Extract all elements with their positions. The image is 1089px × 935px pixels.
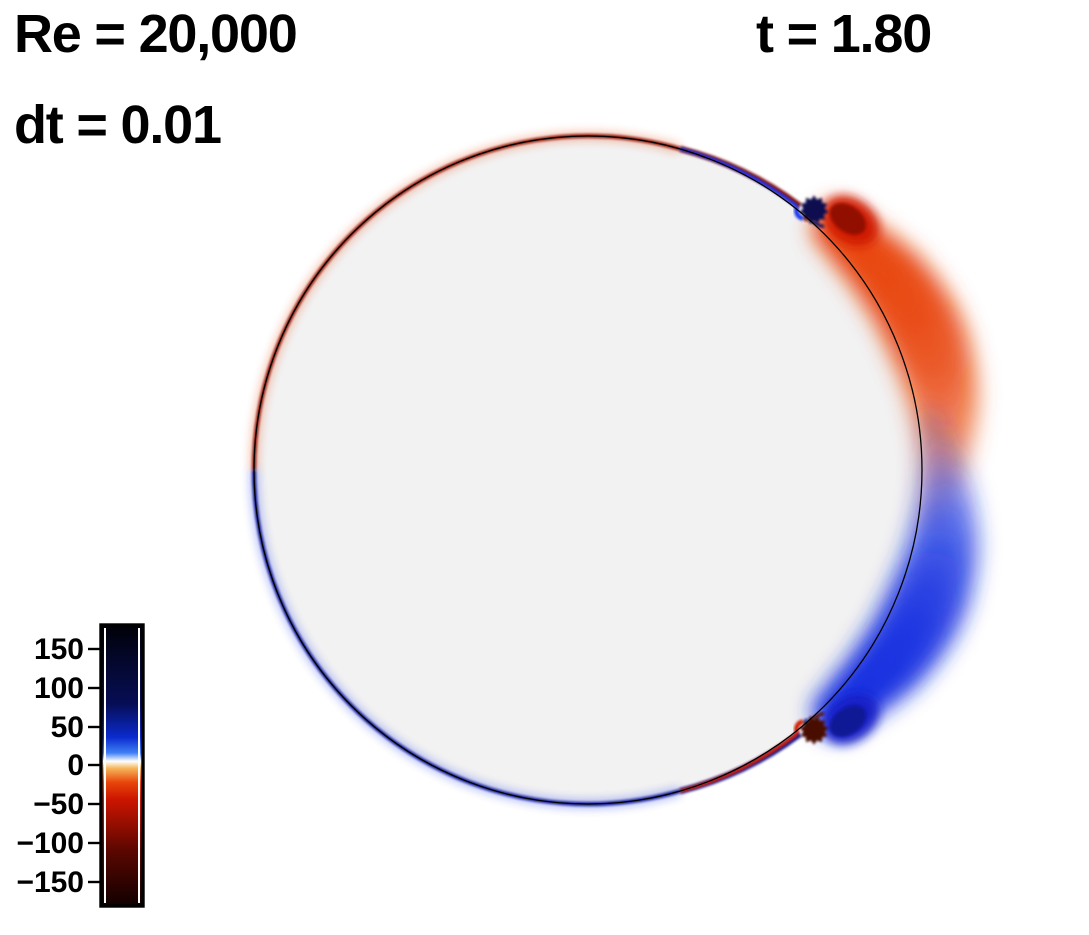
svg-text:150: 150 bbox=[34, 633, 84, 666]
svg-text:100: 100 bbox=[34, 672, 84, 705]
svg-text:−150: −150 bbox=[16, 866, 84, 899]
svg-text:−50: −50 bbox=[33, 788, 84, 821]
svg-text:50: 50 bbox=[51, 711, 84, 744]
svg-text:−100: −100 bbox=[16, 827, 84, 860]
svg-text:0: 0 bbox=[67, 749, 84, 782]
